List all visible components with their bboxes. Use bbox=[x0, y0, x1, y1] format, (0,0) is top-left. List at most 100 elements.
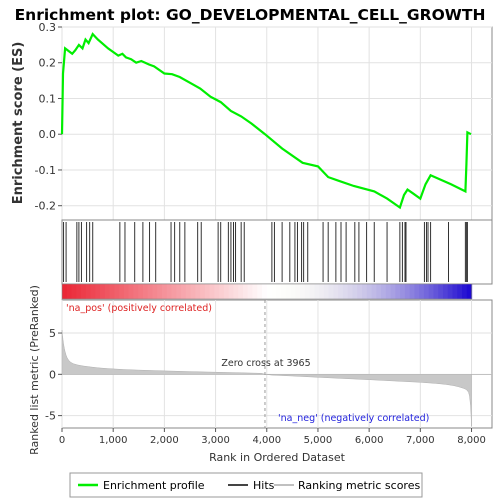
color-bar-segment bbox=[457, 284, 463, 299]
ranking-metric-area bbox=[61, 329, 472, 427]
color-bar-segment bbox=[266, 284, 273, 299]
enrichment-profile-line bbox=[60, 32, 472, 210]
es-tick-label: -0.1 bbox=[35, 164, 56, 177]
es-tick-label: 0.2 bbox=[39, 57, 57, 70]
color-bar-segment bbox=[433, 284, 439, 299]
rank-x-tick-label: 0 bbox=[59, 435, 65, 446]
color-bar-segment bbox=[204, 284, 211, 299]
color-bar-segment bbox=[376, 284, 382, 299]
es-y-axis-label: Enrichment score (ES) bbox=[11, 42, 26, 205]
color-bar-segment bbox=[319, 284, 325, 299]
color-bar-segment bbox=[447, 284, 454, 299]
color-bar-segment bbox=[138, 284, 144, 299]
color-bar-segment bbox=[400, 284, 406, 299]
color-bar-segment bbox=[147, 284, 154, 299]
color-bar-segment bbox=[104, 284, 111, 299]
color-bar-segment bbox=[295, 284, 301, 299]
color-bar-segment bbox=[347, 284, 354, 299]
color-bar-segment bbox=[419, 284, 425, 299]
color-bar-segment bbox=[200, 284, 206, 299]
enrichment-score-panel: 0.3 0.2 0.1 0.0 -0.1 -0.2 Enrichment score (E… bbox=[11, 21, 493, 221]
color-bar-segment bbox=[181, 284, 187, 299]
es-grid bbox=[61, 26, 492, 220]
color-bar-segment bbox=[333, 284, 339, 299]
color-bar-segment bbox=[223, 284, 230, 299]
color-bar-segment bbox=[328, 284, 335, 299]
color-bar-segment bbox=[252, 284, 258, 299]
color-bar-segment bbox=[300, 284, 306, 299]
color-bar-segment bbox=[166, 284, 173, 299]
color-bar-segment bbox=[176, 284, 182, 299]
color-bar-segment bbox=[414, 284, 420, 299]
color-bar-segment bbox=[466, 284, 473, 299]
color-bar-segment bbox=[404, 284, 411, 299]
legend-ranking-label: Ranking metric scores bbox=[298, 479, 420, 492]
color-bar-segment bbox=[162, 284, 168, 299]
rank-y-ticks: 5 0 -5 bbox=[45, 327, 62, 423]
color-bar-segment bbox=[109, 284, 115, 299]
color-bar-segment bbox=[381, 284, 387, 299]
color-bar-segment bbox=[357, 284, 363, 299]
rank-y-tick-label: -5 bbox=[45, 410, 56, 423]
color-bar-segment bbox=[285, 284, 292, 299]
rank-x-axis-label: Rank in Ordered Dataset bbox=[209, 451, 346, 464]
color-bar-outline bbox=[61, 283, 472, 300]
rank-x-tick-label: 8,000 bbox=[457, 435, 486, 446]
color-bar-segment bbox=[114, 284, 120, 299]
color-bar-segment bbox=[123, 284, 130, 299]
hit-marks bbox=[63, 222, 468, 282]
rank-x-tick-label: 7,000 bbox=[406, 435, 435, 446]
color-bar-segment bbox=[257, 284, 263, 299]
rank-color-bar bbox=[61, 283, 473, 300]
color-bar-segment bbox=[142, 284, 149, 299]
color-bar-segment bbox=[281, 284, 287, 299]
color-bar-segment bbox=[385, 284, 392, 299]
color-bar-segment bbox=[100, 284, 106, 299]
color-bar-segment bbox=[95, 284, 101, 299]
color-bar-segment bbox=[247, 284, 254, 299]
color-bar-segment bbox=[185, 284, 192, 299]
color-bar-segment bbox=[409, 284, 415, 299]
color-bar-segment bbox=[442, 284, 449, 299]
color-bar-segment bbox=[309, 284, 315, 299]
negative-correlation-label: 'na_neg' (negatively correlated) bbox=[278, 413, 429, 424]
rank-x-tick-label: 6,000 bbox=[355, 435, 384, 446]
color-bar-segment bbox=[323, 284, 330, 299]
color-bar-segment bbox=[152, 284, 158, 299]
color-bar-segment bbox=[395, 284, 401, 299]
color-bar-segment bbox=[228, 284, 235, 299]
es-tick-label: -0.2 bbox=[35, 200, 56, 213]
color-bar-segment bbox=[190, 284, 196, 299]
es-y-ticks: 0.3 0.2 0.1 0.0 -0.1 -0.2 bbox=[35, 21, 62, 213]
es-plot-frame bbox=[61, 26, 493, 221]
legend: Enrichment profile Hits Ranking metric s… bbox=[69, 472, 423, 498]
color-bar-segment bbox=[428, 284, 435, 299]
color-bar-segment bbox=[119, 284, 125, 299]
legend-hits-label: Hits bbox=[253, 479, 275, 492]
color-bar-segment bbox=[238, 284, 244, 299]
color-bar-segment bbox=[133, 284, 139, 299]
color-bar-segment bbox=[214, 284, 220, 299]
es-tick-label: 0.3 bbox=[39, 21, 57, 34]
color-bar-segment bbox=[62, 284, 68, 299]
rank-y-tick-label: 5 bbox=[49, 327, 56, 340]
color-bar-segment bbox=[271, 284, 277, 299]
color-bar-segment bbox=[438, 284, 444, 299]
positive-correlation-label: 'na_pos' (positively correlated) bbox=[66, 303, 212, 314]
rank-x-ticks: 0 1,000 2,000 3,000 4,000 5,000 6,000 7,000 8,00… bbox=[59, 428, 486, 446]
chart-title: Enrichment plot: GO_DEVELOPMENTAL_CELL_G… bbox=[15, 6, 486, 24]
rank-x-tick-label: 4,000 bbox=[252, 435, 281, 446]
color-bar-segment bbox=[85, 284, 92, 299]
color-bar-segment bbox=[290, 284, 296, 299]
rank-x-tick-label: 5,000 bbox=[304, 435, 333, 446]
color-bar-segment bbox=[304, 284, 311, 299]
color-bar-segment bbox=[262, 284, 268, 299]
color-bar-segment bbox=[195, 284, 201, 299]
color-bar-segment bbox=[157, 284, 163, 299]
color-bar-segment bbox=[452, 284, 458, 299]
color-bar-segment bbox=[71, 284, 77, 299]
rank-y-axis-label: Ranked list metric (PreRanked) bbox=[28, 285, 41, 455]
color-bar-segment bbox=[462, 284, 468, 299]
rank-x-tick-label: 1,000 bbox=[99, 435, 128, 446]
